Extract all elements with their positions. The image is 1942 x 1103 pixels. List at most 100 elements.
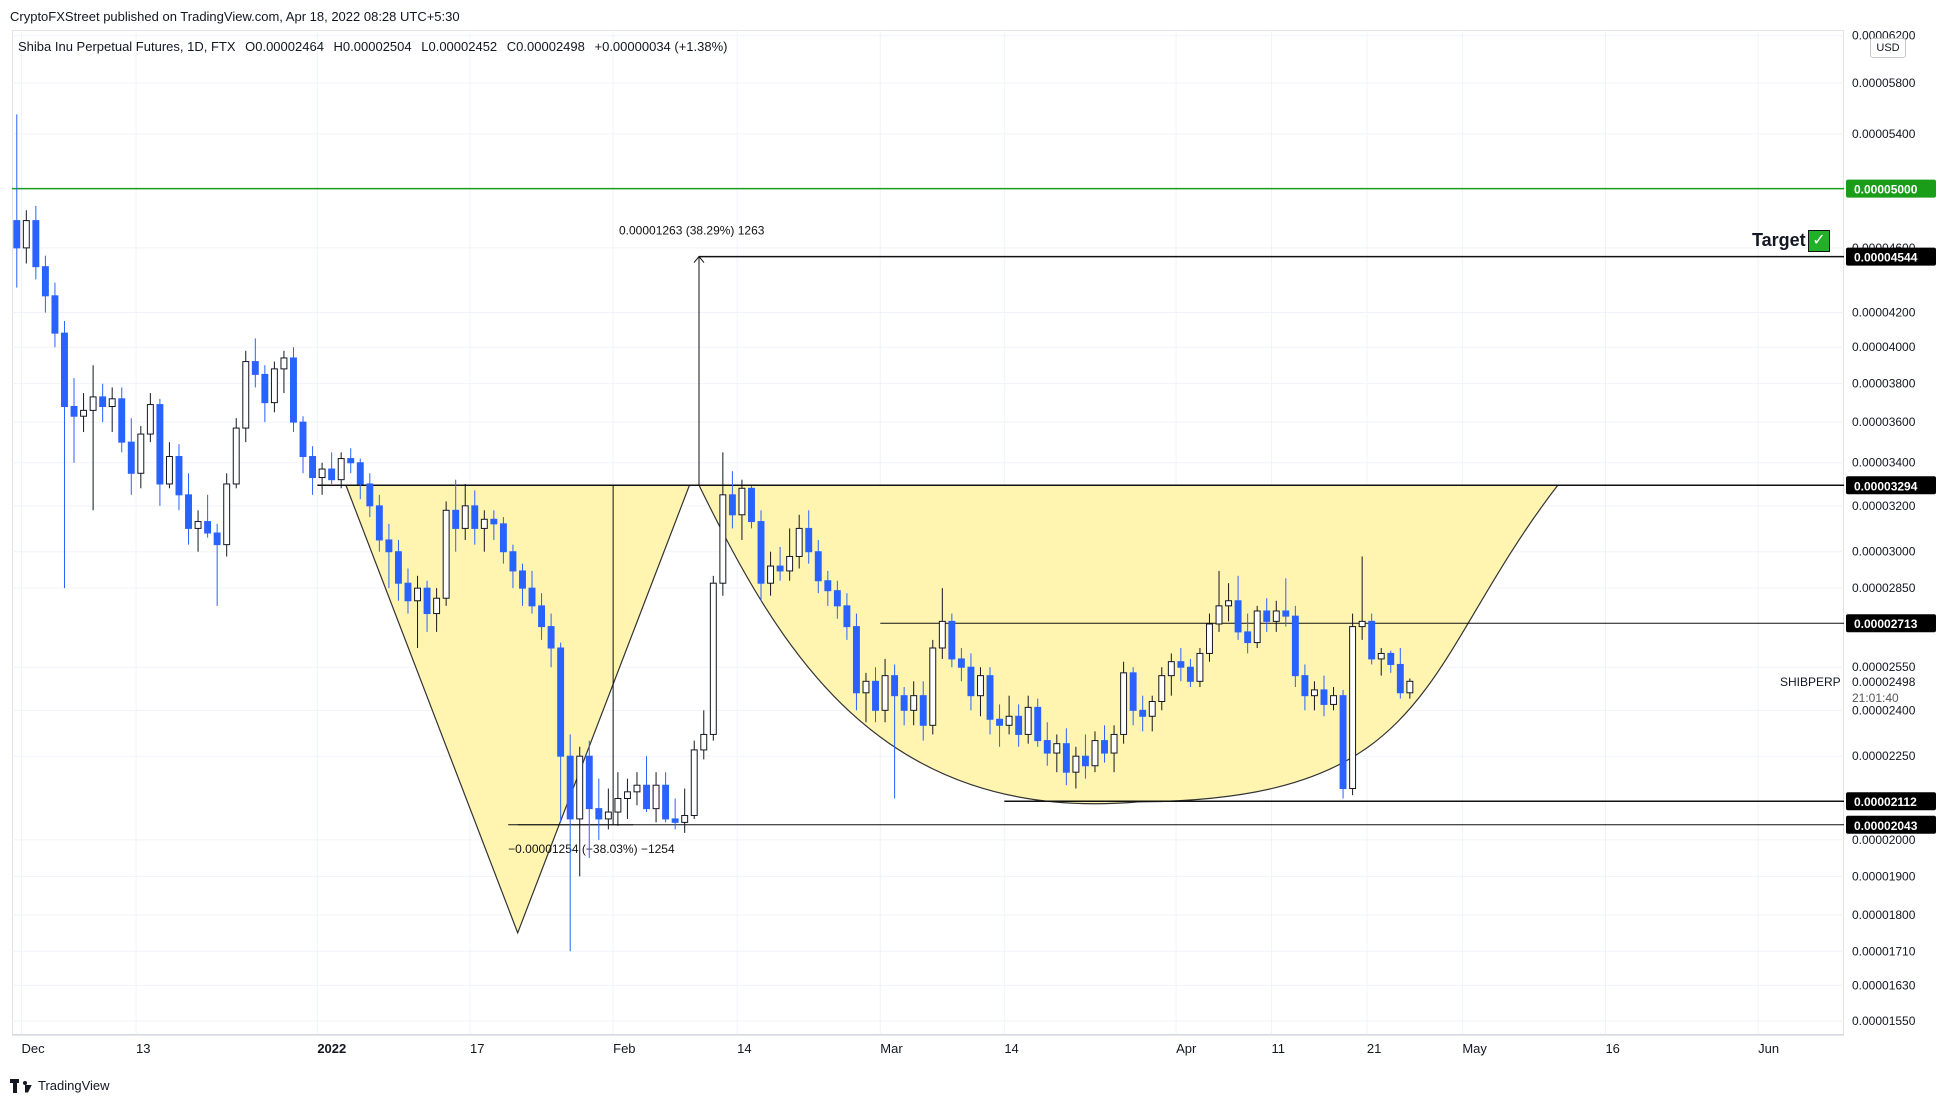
level-price-box xyxy=(1846,247,1936,266)
candle-body xyxy=(805,527,813,553)
candle xyxy=(1215,570,1223,632)
candle xyxy=(881,658,889,723)
candle xyxy=(480,510,488,552)
measure-up-arrow xyxy=(693,255,705,263)
candle xyxy=(1139,695,1147,732)
candle-body xyxy=(290,357,297,423)
candle-body xyxy=(1148,700,1156,717)
candle-body xyxy=(1368,620,1376,660)
candle-body xyxy=(146,404,154,435)
candle-body xyxy=(633,784,641,793)
candle xyxy=(1310,681,1318,711)
candle-body xyxy=(452,509,460,529)
time-tick-label: Jun xyxy=(1758,1041,1779,1056)
candle xyxy=(690,740,698,819)
candle xyxy=(309,446,317,495)
symbol-tag: SHIBPERP xyxy=(1780,675,1841,689)
candle-body xyxy=(1024,706,1032,735)
candle xyxy=(1196,647,1204,688)
candle xyxy=(423,580,431,632)
candle xyxy=(1091,731,1099,773)
candle-body xyxy=(585,755,593,810)
candle-body xyxy=(433,597,441,615)
candle xyxy=(290,347,297,433)
candle-body xyxy=(1062,743,1070,773)
candle xyxy=(433,588,441,632)
candle xyxy=(1148,695,1156,732)
candle-body xyxy=(385,539,393,553)
candle-body xyxy=(1186,666,1194,682)
candle-body xyxy=(251,361,259,375)
candle-body xyxy=(1387,652,1395,665)
currency-button[interactable]: USD xyxy=(1870,38,1906,58)
candle-body xyxy=(919,695,927,726)
candle-body xyxy=(900,695,908,711)
candle-body xyxy=(652,784,660,810)
candle xyxy=(1015,704,1023,747)
candle xyxy=(824,570,832,606)
candle-body xyxy=(1320,689,1328,705)
price-tick-label: 0.00002000 xyxy=(1852,833,1916,847)
candle xyxy=(1110,725,1118,773)
candle xyxy=(356,458,364,500)
level-price-box xyxy=(1846,179,1936,198)
candle xyxy=(595,778,603,840)
candle xyxy=(70,378,78,463)
price-axis: 0.000062000.000058000.000054000.00004600… xyxy=(1780,29,1936,1028)
candle xyxy=(156,398,164,506)
candle-body xyxy=(824,580,832,592)
footer-brand: TradingView xyxy=(38,1078,110,1093)
candle-body xyxy=(538,605,546,628)
time-tick-label: Apr xyxy=(1176,1041,1197,1056)
price-tick-label: 0.00003800 xyxy=(1852,377,1916,391)
footer[interactable]: TradingView xyxy=(10,1078,110,1093)
candle xyxy=(375,494,383,552)
candle-body xyxy=(795,527,803,557)
candle xyxy=(996,704,1004,747)
level-price-box xyxy=(1846,614,1936,633)
candle xyxy=(891,664,899,799)
level-price-box xyxy=(1846,792,1936,811)
candle xyxy=(1186,658,1194,688)
candle-body xyxy=(1215,605,1223,625)
candle xyxy=(643,756,650,813)
candle-body xyxy=(1110,733,1118,754)
candle xyxy=(519,563,526,606)
candle xyxy=(118,387,126,453)
candle xyxy=(852,613,860,711)
time-tick-label: Mar xyxy=(880,1041,903,1056)
candle xyxy=(1101,725,1108,763)
candle xyxy=(223,473,231,557)
candle xyxy=(232,418,240,489)
candle xyxy=(1330,687,1337,711)
candle-body xyxy=(99,396,107,407)
candle-body xyxy=(118,398,126,443)
candle xyxy=(1167,653,1175,696)
candle-body xyxy=(872,680,879,711)
candle xyxy=(948,613,956,668)
candle-body xyxy=(414,587,421,602)
candle xyxy=(566,734,574,952)
candle xyxy=(681,788,689,833)
candle xyxy=(977,667,984,717)
candle-body xyxy=(499,523,507,553)
candle xyxy=(872,667,879,723)
candle-body xyxy=(1301,675,1309,697)
candle-body xyxy=(1330,695,1337,705)
candle-body xyxy=(356,462,364,485)
candle xyxy=(1291,605,1299,688)
candle-body xyxy=(967,666,975,697)
candle-body xyxy=(709,582,717,735)
candle xyxy=(452,479,460,552)
candle-body xyxy=(1015,715,1023,735)
candle-body xyxy=(1196,652,1204,682)
candle-body xyxy=(623,791,631,800)
candle-body xyxy=(1072,755,1080,773)
candle xyxy=(786,528,794,581)
price-tick-label: 0.00002850 xyxy=(1852,581,1916,595)
price-tick-label: 0.00003200 xyxy=(1852,499,1916,513)
candle xyxy=(1377,647,1385,676)
candle xyxy=(41,255,49,313)
candle-body xyxy=(1253,610,1261,644)
